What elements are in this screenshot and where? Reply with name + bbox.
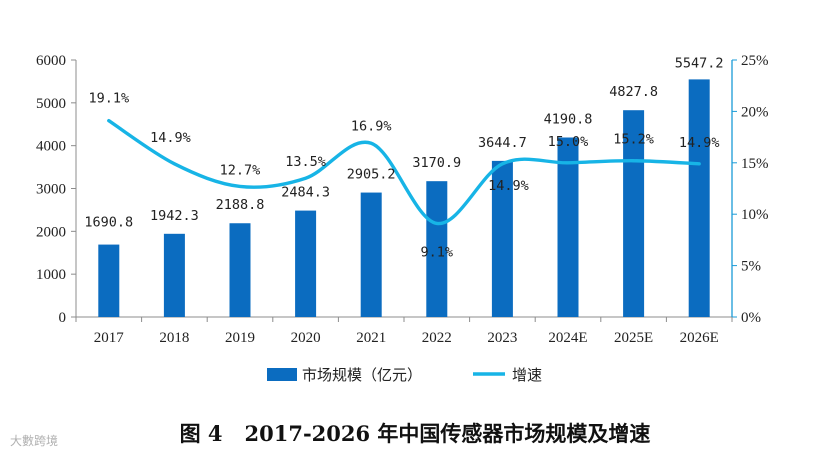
bar	[295, 210, 317, 317]
y-left-tick-label: 3000	[36, 182, 66, 198]
growth-value-label: 14.9%	[679, 135, 720, 151]
bar	[557, 137, 579, 317]
y-left-tick-label: 0	[59, 310, 67, 326]
growth-point	[238, 185, 242, 188]
growth-line-series	[107, 118, 701, 226]
x-tick-label: 2025E	[614, 330, 653, 346]
bar-value-label: 2905.2	[347, 167, 396, 183]
y-left-tick-label: 2000	[36, 224, 66, 240]
axes: 0 1000 2000 3000 4000 5000 6000 0% 5% 10% 15% 20% 25…	[36, 53, 769, 346]
growth-value-label: 9.1%	[421, 244, 454, 260]
growth-value-label: 14.9%	[150, 130, 191, 146]
bar	[163, 233, 185, 317]
bar-value-label: 1942.3	[150, 208, 199, 224]
y-right-tick-label: 15%	[741, 156, 769, 172]
legend-line-label: 增速	[512, 366, 542, 384]
bar-value-label: 3644.7	[478, 135, 527, 151]
bar-value-label: 3170.9	[412, 155, 461, 171]
x-tick-label: 2021	[356, 330, 386, 346]
legend-bar-swatch	[267, 368, 297, 381]
growth-point	[107, 119, 111, 122]
chart-area: 0 1000 2000 3000 4000 5000 6000 0% 5% 10% 15% 20% 25…	[36, 53, 769, 384]
y-left-tick-label: 5000	[36, 96, 66, 112]
x-tick-label: 2019	[225, 330, 255, 346]
y-left-tick-label: 6000	[36, 53, 66, 69]
growth-point	[435, 222, 438, 225]
figure-caption: 图 4 2017-2026 年中国传感器市场规模及增速	[0, 418, 830, 448]
bar-value-label: 2188.8	[216, 197, 265, 213]
bar	[360, 192, 382, 317]
growth-point	[173, 162, 176, 166]
bar-series	[98, 79, 710, 318]
y-right-tick-label: 10%	[741, 207, 769, 223]
bar-value-label: 4827.8	[609, 84, 658, 100]
growth-point	[370, 142, 373, 145]
growth-value-label: 15.2%	[613, 132, 654, 148]
growth-point	[501, 162, 504, 166]
growth-value-label: 16.9%	[351, 118, 392, 134]
bar	[98, 244, 120, 317]
figure-title: 2017-2026 年中国传感器市场规模及增速	[244, 421, 651, 446]
y-left-tick-label: 1000	[36, 267, 66, 283]
bar	[229, 223, 251, 317]
x-tick-label: 2022	[422, 330, 452, 346]
growth-line	[107, 118, 701, 226]
bar	[491, 160, 513, 317]
x-tick-label: 2026E	[680, 330, 719, 346]
bar	[426, 181, 448, 317]
bar-value-label: 1690.8	[84, 215, 133, 231]
x-tick-label: 2018	[159, 330, 189, 346]
y-right-tick-label: 20%	[741, 104, 769, 120]
y-right-tick-label: 25%	[741, 53, 769, 69]
growth-point	[698, 162, 701, 166]
watermark-text: 大數跨境	[10, 434, 59, 448]
growth-point	[304, 177, 307, 180]
growth-value-label: 13.5%	[285, 154, 326, 170]
figure-number: 图 4	[179, 421, 223, 446]
bar-value-label: 2484.3	[281, 185, 330, 201]
x-tick-label: 2023	[487, 330, 517, 346]
growth-value-label: 14.9%	[488, 178, 529, 194]
bar-value-label: 5547.2	[675, 55, 724, 71]
bar	[688, 79, 710, 318]
bar-value-label: 4190.8	[544, 111, 593, 127]
growth-point	[566, 161, 570, 164]
x-tick-label: 2020	[291, 330, 321, 346]
legend-bar-label: 市场规模（亿元）	[302, 366, 422, 384]
growth-value-label: 12.7%	[220, 162, 261, 178]
y-right-tick-label: 5%	[741, 259, 761, 275]
growth-value-label: 19.1%	[88, 91, 129, 107]
x-tick-label: 2017	[94, 330, 125, 346]
x-tick-label: 2024E	[548, 330, 587, 346]
y-right-tick-label: 0%	[741, 310, 761, 326]
legend: 市场规模（亿元） 增速	[267, 366, 542, 384]
growth-value-label: 15.0%	[548, 134, 589, 150]
y-left-tick-label: 4000	[36, 139, 66, 155]
data-labels: 1690.8 1942.3 2188.8 2484.3 2905.2 3170.9 3644…	[84, 55, 723, 260]
growth-point	[632, 159, 635, 162]
